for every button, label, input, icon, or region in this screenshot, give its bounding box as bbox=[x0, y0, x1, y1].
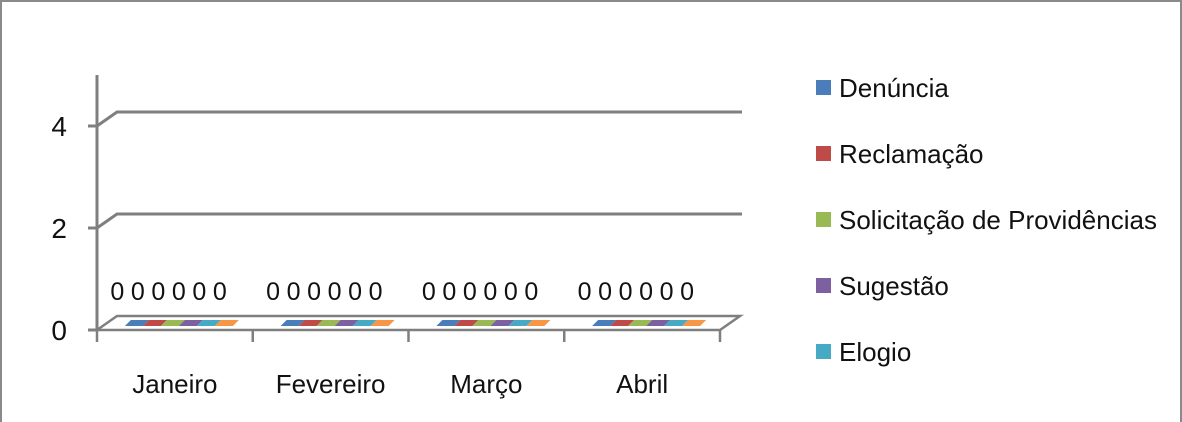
legend-label: Denúncia bbox=[839, 73, 949, 103]
data-label: 0 bbox=[524, 278, 539, 306]
y-tick-label: 4 bbox=[51, 111, 67, 142]
data-label: 0 bbox=[639, 278, 654, 306]
gridline bbox=[96, 110, 742, 128]
bar bbox=[298, 320, 323, 326]
data-label: 0 bbox=[660, 278, 675, 306]
bar bbox=[646, 320, 671, 326]
x-tick-label: Janeiro bbox=[132, 369, 217, 399]
legend-label: Solicitação de Providências bbox=[839, 205, 1157, 235]
data-label: 0 bbox=[578, 278, 593, 306]
data-label: 0 bbox=[422, 278, 437, 306]
data-label: 0 bbox=[348, 278, 363, 306]
bar bbox=[490, 320, 515, 326]
bar bbox=[610, 320, 635, 326]
bar bbox=[664, 320, 689, 326]
bar bbox=[436, 320, 461, 326]
data-label: 0 bbox=[287, 278, 302, 306]
legend-label: Reclamação bbox=[839, 139, 984, 169]
data-label: 0 bbox=[328, 278, 343, 306]
gridline bbox=[96, 212, 742, 230]
data-label: 0 bbox=[463, 278, 478, 306]
data-label: 0 bbox=[442, 278, 457, 306]
legend: Denúncia Reclamação Solicitação de Providê… bbox=[816, 73, 1157, 367]
data-label: 0 bbox=[483, 278, 498, 306]
data-label: 0 bbox=[680, 278, 695, 306]
bar bbox=[142, 320, 167, 326]
bar bbox=[178, 320, 203, 326]
legend-swatch bbox=[816, 344, 831, 359]
data-label: 0 bbox=[213, 278, 228, 306]
legend-label: Elogio bbox=[839, 337, 911, 367]
legend-swatch bbox=[816, 212, 831, 227]
data-label: 0 bbox=[598, 278, 613, 306]
legend-swatch bbox=[816, 146, 831, 161]
bar bbox=[280, 320, 305, 326]
data-label: 0 bbox=[369, 278, 384, 306]
x-tick-label: Fevereiro bbox=[276, 369, 386, 399]
legend-swatch bbox=[816, 278, 831, 293]
bar bbox=[316, 320, 341, 326]
bar bbox=[352, 320, 377, 326]
data-label: 0 bbox=[504, 278, 519, 306]
chart-floor bbox=[93, 314, 744, 332]
data-label: 0 bbox=[172, 278, 187, 306]
x-tick-label: Abril bbox=[616, 369, 668, 399]
y-tick-label: 2 bbox=[51, 213, 67, 244]
legend-swatch bbox=[816, 80, 831, 95]
bar bbox=[124, 320, 149, 326]
bar bbox=[196, 320, 221, 326]
bar bbox=[526, 320, 551, 326]
data-label: 0 bbox=[151, 278, 166, 306]
bar bbox=[508, 320, 533, 326]
bar bbox=[682, 320, 707, 326]
data-label: 0 bbox=[307, 278, 322, 306]
bar bbox=[160, 320, 185, 326]
bar bbox=[472, 320, 497, 326]
data-label: 0 bbox=[619, 278, 634, 306]
data-label: 0 bbox=[131, 278, 146, 306]
bar bbox=[334, 320, 359, 326]
legend-label: Sugestão bbox=[839, 271, 949, 301]
bar bbox=[628, 320, 653, 326]
y-tick-label: 0 bbox=[51, 315, 67, 346]
data-label: 0 bbox=[192, 278, 207, 306]
data-label: 0 bbox=[110, 278, 125, 306]
bar bbox=[592, 320, 617, 326]
bar bbox=[370, 320, 395, 326]
x-tick-label: Março bbox=[450, 369, 522, 399]
bar bbox=[214, 320, 239, 326]
bar bbox=[454, 320, 479, 326]
data-label: 0 bbox=[266, 278, 281, 306]
